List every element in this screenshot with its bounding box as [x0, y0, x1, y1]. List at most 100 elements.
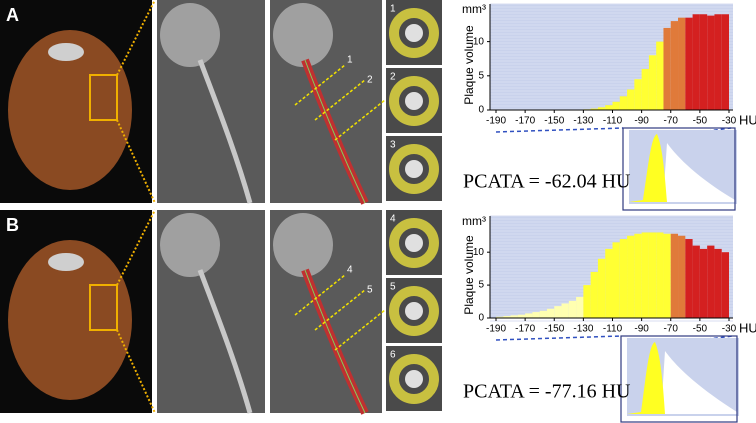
- bar: [627, 235, 635, 318]
- bar: [721, 14, 729, 110]
- bar: [685, 17, 693, 110]
- y-tick-label: 0: [478, 313, 484, 324]
- bar: [663, 233, 671, 318]
- bar: [510, 315, 518, 318]
- ct-vessel: [273, 3, 333, 67]
- bar: [554, 306, 562, 318]
- bar: [496, 316, 504, 318]
- cross-section-ring: [389, 286, 439, 336]
- cross-section-lumen: [405, 234, 423, 252]
- slice-number: 2: [367, 75, 373, 86]
- bar: [707, 15, 715, 110]
- slice-number: 4: [347, 265, 353, 276]
- slice-line: [334, 309, 386, 351]
- zoom-line: [116, 329, 156, 414]
- bar: [597, 107, 606, 110]
- panel-label: A: [6, 5, 19, 25]
- x-tick-label: -150: [544, 324, 564, 335]
- x-axis-label: HU: [739, 320, 756, 335]
- y-tick-label: 5: [478, 70, 484, 81]
- bar: [634, 79, 642, 110]
- ct-artery-outline: [304, 59, 366, 204]
- cross-section-ring: [389, 8, 439, 58]
- zoom-line: [495, 127, 624, 133]
- x-tick-label: -70: [664, 324, 679, 335]
- bar: [590, 271, 598, 318]
- y-axis-unit: mm³: [462, 2, 486, 16]
- cross-section-lumen: [405, 302, 423, 320]
- ct-vessel: [160, 213, 220, 277]
- x-tick-label: -130: [573, 324, 593, 335]
- bar: [641, 68, 649, 110]
- roi-box: [89, 74, 118, 121]
- bar: [619, 239, 628, 318]
- bar: [503, 316, 511, 318]
- x-tick-label: -70: [664, 116, 679, 127]
- pcata-value: PCATA = -77.16 HU: [463, 381, 631, 403]
- bar: [648, 232, 657, 318]
- cross-section-ring: [389, 76, 439, 126]
- slice-line: [294, 64, 346, 106]
- x-axis-label: HU: [739, 112, 756, 127]
- ct-artery: [197, 269, 253, 414]
- bar: [641, 232, 649, 318]
- ct-artery: [197, 59, 253, 204]
- bar: [685, 239, 693, 318]
- cross-section-lumen: [405, 160, 423, 178]
- inset-frame: [620, 335, 738, 423]
- slice-line: [314, 289, 366, 331]
- slice-number: 5: [367, 285, 373, 296]
- bar: [670, 21, 679, 111]
- bar: [692, 245, 700, 318]
- cross-section-ring: [389, 218, 439, 268]
- x-tick-label: -110: [603, 116, 623, 127]
- heart: [8, 240, 132, 400]
- x-tick-label: -170: [515, 324, 535, 335]
- cross-section-number: 6: [390, 350, 396, 361]
- x-tick-label: -30: [722, 116, 737, 127]
- heart: [8, 30, 132, 190]
- ct-artery-outline: [304, 269, 366, 414]
- bar: [532, 312, 540, 318]
- zoom-line: [116, 119, 156, 204]
- bar: [707, 245, 715, 318]
- bar: [714, 14, 722, 110]
- inset-peak: [627, 342, 665, 414]
- bar: [612, 101, 620, 110]
- inset-frame: [622, 127, 736, 211]
- bar: [678, 235, 686, 318]
- bar: [561, 303, 569, 318]
- y-axis-label: Plaque volume: [462, 235, 476, 315]
- cross-section-number: 2: [390, 72, 396, 83]
- y-tick-label: 10: [473, 36, 485, 47]
- bar: [583, 285, 591, 318]
- bar: [656, 232, 664, 318]
- bar: [619, 96, 628, 110]
- bar: [627, 89, 635, 110]
- aorta: [48, 43, 84, 61]
- roi-box: [89, 284, 118, 331]
- zoom-line: [495, 335, 622, 341]
- y-tick-label: 5: [478, 280, 484, 291]
- slice-line: [314, 79, 366, 121]
- x-tick-label: -110: [603, 324, 623, 335]
- bar: [539, 310, 547, 318]
- bar: [648, 55, 657, 110]
- cross-section-number: 1: [390, 4, 396, 15]
- bar: [605, 248, 613, 318]
- x-tick-label: -170: [515, 116, 535, 127]
- bar: [663, 27, 671, 110]
- bar: [692, 14, 700, 110]
- x-tick-label: -90: [634, 324, 649, 335]
- pcata-value: PCATA = -62.04 HU: [463, 171, 631, 193]
- bar: [656, 41, 664, 111]
- slice-line: [294, 274, 346, 316]
- bar: [612, 242, 620, 318]
- bar: [634, 233, 642, 318]
- cross-section-number: 3: [390, 140, 396, 151]
- inset-tail: [661, 351, 737, 414]
- bar: [517, 314, 526, 318]
- cross-section-number: 4: [390, 214, 396, 225]
- slice-number: 1: [347, 55, 353, 66]
- cross-section-ring: [389, 354, 439, 404]
